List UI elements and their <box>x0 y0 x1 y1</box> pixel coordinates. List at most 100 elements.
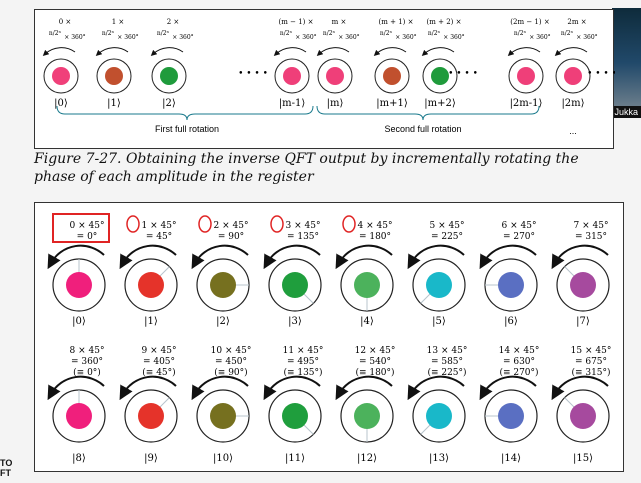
ket-label: |0⟩ <box>72 316 86 327</box>
angle-fraction: n/2ⁿ <box>428 30 441 37</box>
corner-text-line1: TO <box>0 458 13 468</box>
angle-equivalent: (≡ 225°) <box>427 367 466 378</box>
ket-label: |14⟩ <box>501 453 521 464</box>
ket-label: |m⟩ <box>327 98 344 109</box>
angle-product: 12 × 45° <box>355 346 396 356</box>
amplitude-disk <box>498 403 524 429</box>
annotation-circle <box>342 215 356 233</box>
annotation-box <box>52 213 110 243</box>
full-rotations-diagram: 0 ×n/2ⁿ× 360°|0⟩1 ×n/2ⁿ× 360°|1⟩2 ×n/2ⁿ×… <box>42 18 617 136</box>
angle-product: 7 × 45° <box>574 221 609 231</box>
ket-label: |2m⟩ <box>561 98 584 109</box>
angle-result: = 450° <box>215 357 247 367</box>
ket-label: |4⟩ <box>360 316 374 327</box>
angle-result: = 90° <box>218 232 244 242</box>
rotation-arrow <box>335 244 393 270</box>
angle-equivalent: (≡ 135°) <box>283 367 322 378</box>
amplitude-disk <box>431 67 449 85</box>
ket-label: |m+2⟩ <box>424 98 456 109</box>
top-state-cell: 1 × n/2ⁿ× 360° |1⟩ <box>95 18 139 109</box>
state-cell: 12 × 45°= 540°(≡ 180°) |12⟩ <box>335 346 396 464</box>
ket-label: |9⟩ <box>144 453 158 464</box>
state-cell: 13 × 45°= 585°(≡ 225°) |13⟩ <box>407 346 468 464</box>
angle-result: = 135° <box>287 232 319 242</box>
ket-label: |5⟩ <box>432 316 446 327</box>
amplitude-disk <box>564 67 582 85</box>
angle-equivalent: (≡ 0°) <box>73 367 101 378</box>
angle-product: 2 × 45° <box>214 221 249 231</box>
state-cell: 3 × 45°= 135° |3⟩ <box>263 221 322 327</box>
angle-multiplier: 0 × <box>59 18 72 26</box>
angle-result: = 180° <box>359 232 391 242</box>
figure-caption: Figure 7-27. Obtaining the inverse QFT o… <box>34 151 579 185</box>
rotation-arrow <box>191 375 249 401</box>
amplitude-disk <box>326 67 344 85</box>
angle-product: 14 × 45° <box>499 346 540 356</box>
amplitude-disk <box>570 403 596 429</box>
presenter-name-label: Jukka <box>611 106 641 118</box>
top-state-cell: 0 × n/2ⁿ× 360° |0⟩ <box>42 18 86 109</box>
angle-product: 6 × 45° <box>502 221 537 231</box>
amplitude-disk <box>383 67 401 85</box>
label-first-rotation: First full rotation <box>155 124 219 134</box>
angle-result: = 540° <box>359 357 391 367</box>
ellipsis-2: • • • • <box>448 69 478 79</box>
rotation-arrow <box>407 244 465 270</box>
ket-label: |11⟩ <box>285 453 305 464</box>
brace-first-rotation <box>56 105 314 121</box>
state-cell: 1 × 45°= 45° |1⟩ <box>119 221 178 327</box>
rotation-arrow <box>95 47 129 57</box>
angle-fraction: n/2ⁿ <box>514 30 527 37</box>
angle-result: = 405° <box>143 357 175 367</box>
angle-result: = 585° <box>431 357 463 367</box>
ellipsis-3: • • • • <box>587 69 615 79</box>
annotation-circle <box>198 215 212 233</box>
top-state-cell: (m + 1) × n/2ⁿ× 360° |m+1⟩ <box>373 18 417 109</box>
angle-result: = 495° <box>287 357 319 367</box>
angle-fraction: n/2ⁿ <box>49 30 62 37</box>
angle-multiplier: (2m − 1) × <box>510 18 549 26</box>
state-cell: 8 × 45°= 360°(≡ 0°) |8⟩ <box>47 346 106 464</box>
ellipsis-1: • • • • <box>238 69 268 79</box>
angle-degrees: × 360° <box>576 34 597 41</box>
amplitude-disk <box>426 272 452 298</box>
angle-result: = 315° <box>575 232 607 242</box>
top-state-cell: (m + 2) × n/2ⁿ× 360° |m+2⟩ <box>421 18 465 109</box>
amplitude-disk <box>160 67 178 85</box>
state-cell: 7 × 45°= 315° |7⟩ <box>551 221 610 327</box>
angle-degrees: × 360° <box>443 34 464 41</box>
ket-label: |10⟩ <box>213 453 233 464</box>
amplitude-disk <box>517 67 535 85</box>
angle-product: 0 × 45° <box>70 221 105 231</box>
rotation-arrow <box>119 244 177 270</box>
rotation-arrow <box>479 375 537 401</box>
state-cell: 0 × 45°= 0° |0⟩ <box>47 221 106 327</box>
state-cell: 5 × 45°= 225° |5⟩ <box>407 221 466 327</box>
angle-product: 8 × 45° <box>70 346 105 356</box>
angle-multiplier: 2m × <box>567 18 586 26</box>
amplitude-disk <box>282 403 308 429</box>
angle-product: 13 × 45° <box>427 346 468 356</box>
ket-label: |2m-1⟩ <box>510 98 543 109</box>
angle-equivalent: (≡ 180°) <box>355 367 394 378</box>
corner-text-line2: FT <box>0 468 11 478</box>
angle-product: 4 × 45° <box>358 221 393 231</box>
angle-multiplier: (m + 1) × <box>379 18 414 26</box>
figure-full-rotations: 0 × n/2ⁿ × 360° |0⟩ 1 × n/2ⁿ × 360° |1⟩ 2 × n/2ⁿ ×… <box>34 9 617 149</box>
angle-equivalent: (≡ 270°) <box>499 367 538 378</box>
corner-text: TO FT <box>0 458 12 478</box>
amplitude-disk <box>105 67 123 85</box>
amplitude-disk <box>138 403 164 429</box>
ket-label: |m+1⟩ <box>376 98 408 109</box>
rotation-arrow <box>191 244 249 270</box>
angle-degrees: × 360° <box>117 34 138 41</box>
angle-degrees: × 360° <box>295 34 316 41</box>
label-third-rotation: ... <box>569 126 577 136</box>
angle-result: = 0° <box>77 232 98 242</box>
state-cell: 2 × 45°= 90° |2⟩ <box>191 221 250 327</box>
angle-product: 9 × 45° <box>142 346 177 356</box>
angle-equivalent: (≡ 45°) <box>142 367 175 378</box>
state-cell: 15 × 45°= 675°(≡ 315°) |15⟩ <box>551 346 611 464</box>
amplitude-disk <box>354 403 380 429</box>
amplitude-disk <box>138 272 164 298</box>
